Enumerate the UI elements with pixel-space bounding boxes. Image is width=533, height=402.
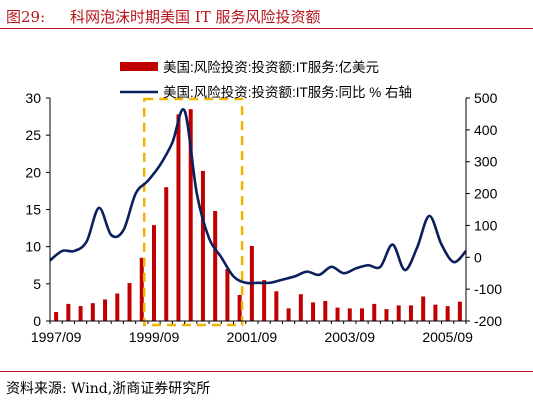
x-tick-label: 1997/09 [31,329,82,345]
legend-label-line: 美国:风险投资:投资额:IT服务:同比 % 右轴 [163,85,412,100]
footer-rule [0,371,533,372]
bar [347,308,352,321]
figure-source: 资料来源: Wind,浙商证券研究所 [6,381,211,397]
legend-swatch-bar [120,62,158,71]
highlight-box [142,97,244,327]
bar [298,294,303,321]
y-left-tick-label: 5 [33,276,41,292]
x-tick-label: 1999/09 [129,329,180,345]
bar [139,257,144,321]
x-tick-label: 2001/09 [227,329,278,345]
bar [384,309,389,321]
figure-number: 图29: [6,8,46,26]
legend-label-bar: 美国:风险投资:投资额:IT服务:亿美元 [163,60,379,75]
bar [445,306,450,321]
bar [323,300,328,321]
x-tick-label: 2005/09 [422,329,473,345]
bar [372,303,377,321]
bar [225,268,230,321]
y-left-tick-label: 0 [33,313,41,329]
bar [200,170,205,321]
figure-header: 图29: 科网泡沫时期美国 IT 服务风险投资额 [0,0,533,28]
bar [237,294,242,321]
bar [176,114,181,321]
bar [360,308,364,321]
y-right-tick-label: 200 [474,186,498,202]
header-rule [0,28,533,29]
y-left-tick-label: 30 [25,90,41,106]
bar [335,307,340,321]
y-right-tick-label: 500 [474,90,498,106]
bar [115,293,120,321]
bar [396,305,401,321]
chart: 0 5 10 15 20 25 30 -200 -100 0 100 200 300 400 500 1997… [25,60,502,345]
bar [152,225,156,321]
bar-series [54,109,462,322]
y-right-tick-label: 100 [474,217,498,233]
bar [421,296,426,321]
y-left-tick-label: 20 [25,164,41,180]
y-right-tick-label: 300 [474,154,498,170]
x-tick-label: 2003/09 [324,329,375,345]
bar [90,303,95,321]
y-right-tick-label: -200 [474,313,502,329]
bar [66,303,71,321]
bar [103,299,108,321]
bar [274,291,279,321]
y-right-tick-label: 400 [474,122,498,138]
bar [164,187,169,321]
y-right-tick-label: 0 [474,249,482,265]
bar [457,301,462,321]
bar [408,305,413,321]
bar [262,280,267,321]
y-left-tick-label: 15 [25,202,41,218]
bar [213,210,218,321]
bar [54,312,59,321]
line-series [49,108,467,285]
bar [433,304,438,321]
y-right-tick-label: -100 [474,281,502,297]
y-left-tick-label: 10 [25,239,41,255]
bar [127,283,132,321]
bar [78,306,83,321]
bar [311,302,316,321]
bar [286,308,291,321]
y-left-tick-label: 25 [25,127,41,143]
figure-title: 科网泡沫时期美国 IT 服务风险投资额 [70,8,321,26]
bar [188,109,193,322]
